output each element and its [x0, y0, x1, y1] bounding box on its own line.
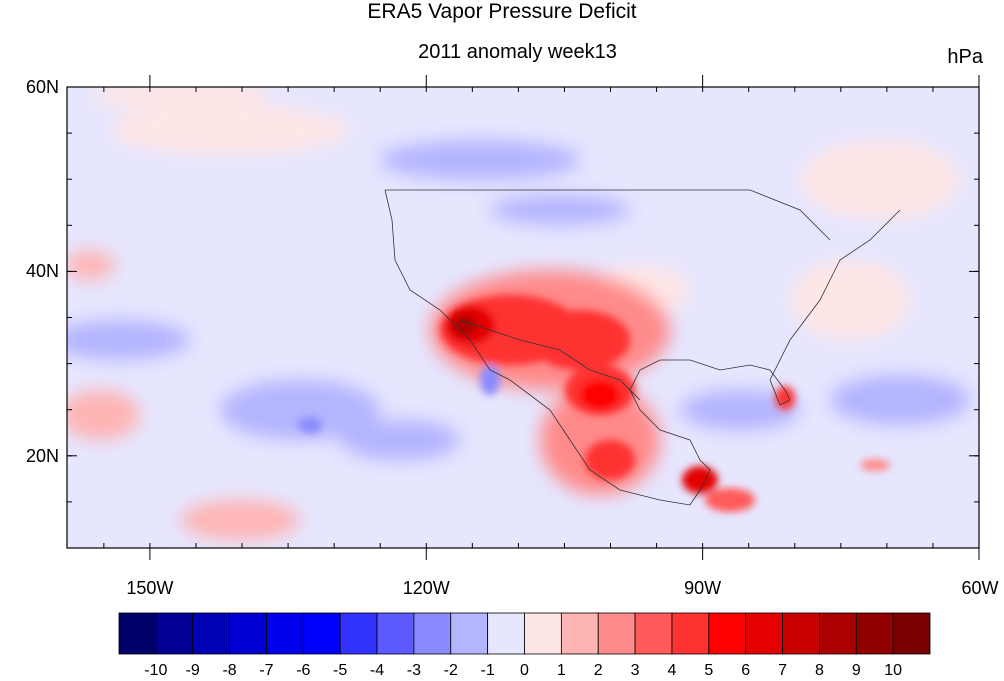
- colorbar-swatch: [339, 612, 378, 655]
- colorbar-swatch: [450, 612, 489, 655]
- colorbar-swatch: [634, 612, 673, 655]
- colorbar-swatch: [892, 612, 931, 655]
- colorbar-swatch: [155, 612, 194, 655]
- colorbar-level-label: -7: [259, 662, 274, 679]
- colorbar-level-label: -8: [222, 662, 237, 679]
- colorbar-swatch: [266, 612, 304, 655]
- axis-ticks: [67, 75, 980, 560]
- colorbar-level-label: -6: [296, 662, 311, 679]
- chart-title: ERA5 Vapor Pressure Deficit: [367, 0, 637, 23]
- colorbar-swatch: [487, 612, 525, 655]
- colorbar-level-label: -4: [369, 662, 385, 679]
- colorbar-swatch: [118, 612, 157, 655]
- lat-tick-label: 60N: [25, 77, 59, 97]
- colorbar-level-label: -5: [333, 662, 348, 679]
- lon-tick-label: 60W: [961, 578, 999, 598]
- colorbar-level-label: 4: [667, 662, 677, 679]
- pacific-positive-bottom: [180, 500, 300, 540]
- lat-tick-label: 40N: [25, 261, 59, 282]
- colorbar-swatch: [192, 612, 230, 655]
- gulf-negative: [680, 390, 800, 430]
- southwest-core-inner: [453, 315, 477, 335]
- lon-tick-label: 120W: [402, 578, 450, 598]
- alaska-positive: [90, 87, 270, 110]
- northeast-pacific-negative: [380, 140, 580, 180]
- hawaii-negative: [340, 420, 460, 460]
- colorbar-swatch: [376, 612, 415, 655]
- atlantic-positive: [800, 140, 960, 220]
- colorbar-level-label: -2: [443, 662, 458, 679]
- colorbar-level-label: 5: [704, 662, 714, 679]
- colorbar-level-label: 8: [814, 662, 824, 679]
- colorbar-swatch: [671, 612, 710, 655]
- us-border: [385, 189, 831, 241]
- colorbar-swatch: [819, 612, 857, 655]
- western-pacific-positive: [67, 250, 115, 280]
- anomaly-field: [67, 87, 970, 540]
- colorbar-level-label: 6: [741, 662, 751, 679]
- pacific-spot-negative: [298, 417, 322, 433]
- colorbar-swatch: [708, 612, 747, 655]
- lon-tick-label: 90W: [684, 578, 722, 598]
- colorbar-swatch: [597, 612, 636, 655]
- caribbean-warm: [860, 459, 890, 471]
- chart-subtitle: 2011 anomaly week13: [418, 41, 617, 63]
- north-pacific-positive: [110, 105, 350, 155]
- west-coast-outline: [384, 189, 901, 506]
- central-mexico-core: [585, 440, 635, 480]
- yucatan-warm: [705, 488, 755, 512]
- colorbar-swatch: [560, 612, 599, 655]
- coastlines: [384, 189, 901, 506]
- colorbar-swatch: [782, 612, 820, 655]
- colorbar-swatch: [413, 612, 452, 655]
- northern-plains-negative: [490, 195, 630, 225]
- lat-tick-label: 20N: [25, 445, 59, 466]
- colorbar-level-label: 3: [630, 662, 640, 679]
- colorbar-level-label: 9: [851, 662, 861, 679]
- colorbar-level-label: 0: [520, 662, 529, 679]
- mexico-border: [459, 319, 641, 401]
- texas-core-inner: [580, 380, 620, 410]
- colorbar-swatch: [229, 612, 267, 655]
- colorbar-level-label: -3: [406, 662, 422, 679]
- pacific-band-negative: [67, 320, 190, 360]
- colorbar-level-label: -9: [185, 662, 200, 679]
- pacific-negative-south: [220, 380, 380, 440]
- east-coast-positive: [790, 260, 910, 340]
- pacific-positive-south: [67, 390, 140, 440]
- colorbar-swatch: [855, 612, 894, 655]
- colorbar-level-label: 10: [884, 662, 903, 679]
- colorbar-level-label: 7: [778, 662, 787, 679]
- colorbar-swatch: [524, 612, 562, 655]
- colorbar-level-label: 2: [593, 662, 603, 679]
- colorbar-level-label: 1: [556, 662, 566, 679]
- western-atlantic-negative: [830, 375, 970, 425]
- colorbar-level-label: -1: [480, 662, 495, 679]
- colorbar: [118, 612, 931, 655]
- lon-tick-label: 150W: [126, 578, 174, 598]
- colorbar-level-label: -10: [144, 662, 168, 679]
- colorbar-swatch: [302, 612, 341, 655]
- plains-core: [530, 310, 630, 370]
- colorbar-swatch: [745, 612, 783, 655]
- southern-mexico-core: [682, 466, 718, 494]
- units-label: hPa: [947, 46, 983, 68]
